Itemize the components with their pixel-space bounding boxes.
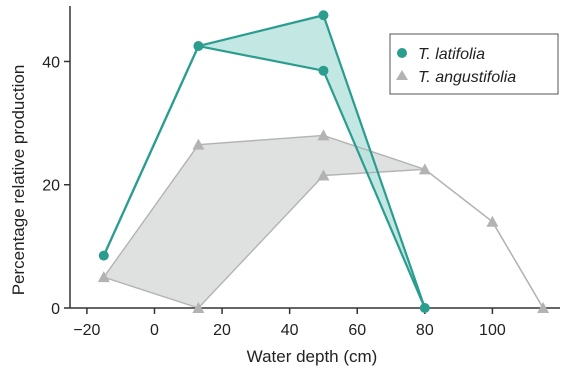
x-tick-label: 60 <box>348 322 366 339</box>
x-tick-label: 20 <box>213 322 231 339</box>
range-fill-angustifolia <box>103 135 544 308</box>
lower-line-angustifolia <box>103 168 544 309</box>
x-tick-label: 0 <box>150 322 159 339</box>
legend-marker-angustifolia <box>396 70 408 80</box>
legend: T. latifolia T. angustifolia <box>389 33 559 95</box>
data-point-angustifolia <box>317 129 330 141</box>
legend-marker-latifolia <box>397 48 407 58</box>
range-fills <box>103 15 544 308</box>
data-point-angustifolia <box>317 169 330 181</box>
ticks: −20 0 20 40 60 80 100 0 20 40 <box>42 54 506 339</box>
data-point-angustifolia <box>537 302 550 313</box>
y-tick-label: 0 <box>51 301 60 318</box>
series-lines <box>102 13 544 309</box>
x-axis-title: Water depth (cm) <box>247 347 378 366</box>
data-point-angustifolia <box>486 215 499 227</box>
lower-line-latifolia <box>102 44 426 309</box>
data-point-angustifolia <box>418 163 431 175</box>
data-point-angustifolia <box>97 271 110 283</box>
data-point-latifolia <box>419 303 430 313</box>
y-axis-title: Percentage relative production <box>9 65 28 296</box>
data-point-latifolia <box>98 250 109 261</box>
legend-box <box>389 33 559 95</box>
y-tick-label: 40 <box>42 54 60 71</box>
data-point-latifolia <box>318 10 329 21</box>
data-point-latifolia <box>193 41 204 52</box>
series-markers <box>97 10 550 313</box>
data-point-latifolia <box>318 65 329 76</box>
range-fill-latifolia <box>103 15 425 308</box>
x-tick-label: 100 <box>479 322 506 339</box>
x-tick-label: 80 <box>416 322 434 339</box>
y-tick-label: 20 <box>42 178 60 195</box>
axes <box>69 6 560 309</box>
legend-label-angustifolia: T. angustifolia <box>418 69 516 86</box>
data-point-angustifolia <box>192 138 205 150</box>
x-tick-label: 40 <box>281 322 299 339</box>
x-tick-label: −20 <box>73 322 100 339</box>
legend-label-latifolia: T. latifolia <box>418 46 485 63</box>
data-point-angustifolia <box>192 302 205 313</box>
